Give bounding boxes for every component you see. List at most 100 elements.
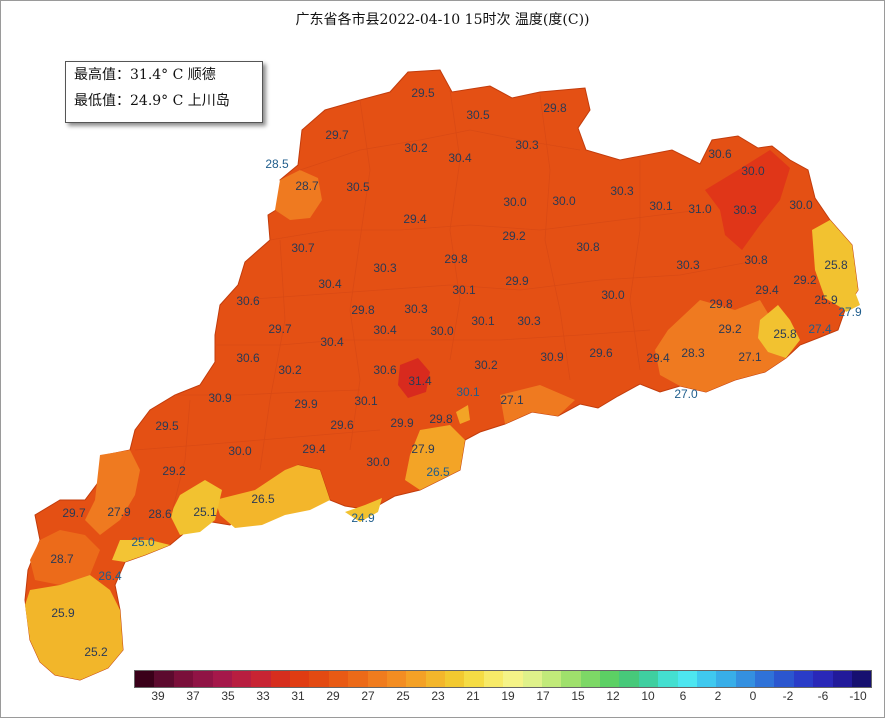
station-label: 28.3 — [681, 346, 705, 360]
station-label: 29.8 — [709, 297, 733, 311]
station-label: 30.1 — [456, 385, 480, 399]
legend-tick-label: -2 — [782, 689, 794, 703]
station-label: 30.4 — [318, 277, 342, 291]
station-label: 24.9 — [351, 511, 375, 525]
region-warm-west — [85, 450, 140, 535]
legend-swatch — [755, 671, 775, 687]
station-label: 29.7 — [268, 322, 292, 336]
station-label: 30.6 — [708, 147, 732, 161]
station-label: 25.8 — [773, 327, 797, 341]
legend-swatch — [832, 671, 852, 687]
station-label: 30.3 — [676, 258, 700, 272]
station-label: 30.3 — [610, 184, 634, 198]
station-label: 30.4 — [320, 335, 344, 349]
legend-swatch — [290, 671, 310, 687]
station-label: 29.9 — [390, 416, 414, 430]
legend-tick-label: 10 — [641, 689, 655, 703]
station-label: 30.4 — [373, 323, 397, 337]
legend-swatch — [658, 671, 678, 687]
station-label: 29.8 — [444, 252, 468, 266]
hotspot-chaozhou — [705, 150, 790, 250]
station-label: 27.4 — [808, 322, 832, 336]
legend-swatch — [154, 671, 174, 687]
station-label: 29.8 — [429, 412, 453, 426]
extremes-box: 最高值：31.4° C 顺德 最低值：24.9° C 上川岛 — [65, 61, 263, 123]
map-title: 广东省各市县2022-04-10 15时次 温度(度(C)) — [295, 12, 590, 28]
station-label: 30.6 — [236, 351, 260, 365]
region-gold-east-coast — [812, 220, 858, 310]
legend-swatch — [406, 671, 426, 687]
island-east — [838, 292, 860, 312]
county-boundaries — [134, 89, 761, 521]
legend-swatch — [231, 671, 252, 687]
legend-swatch — [638, 671, 659, 687]
legend-tick-label: 39 — [151, 689, 165, 703]
legend-tick-label: 19 — [501, 689, 515, 703]
station-label: 27.1 — [500, 393, 524, 407]
station-label: 29.5 — [155, 419, 179, 433]
station-label: 29.2 — [793, 273, 817, 287]
max-value-line: 最高值：31.4° C 顺德 — [74, 67, 216, 83]
legend-swatch — [851, 671, 872, 687]
region-gold-yangjiang — [215, 465, 330, 528]
legend-swatch — [483, 671, 504, 687]
station-label: 30.3 — [404, 302, 428, 316]
region-gold-maoming — [170, 480, 222, 535]
station-label: 26.5 — [251, 492, 275, 506]
legend-swatch — [580, 671, 600, 687]
legend-tick-label: 31 — [291, 689, 305, 703]
station-label: 29.4 — [755, 283, 779, 297]
station-label: 30.8 — [576, 240, 600, 254]
station-label: 29.2 — [718, 322, 742, 336]
legend-tick-label: 6 — [679, 689, 687, 703]
station-label: 30.1 — [649, 199, 673, 213]
legend-swatch — [619, 671, 639, 687]
legend-tick-label: 0 — [749, 689, 757, 703]
station-label: 30.2 — [278, 363, 302, 377]
station-label: 30.0 — [601, 288, 625, 302]
legend-swatch — [522, 671, 542, 687]
legend-tick-label: 33 — [256, 689, 270, 703]
region-warm-east — [655, 300, 790, 392]
legend-swatch — [561, 671, 581, 687]
legend-swatch — [445, 671, 465, 687]
station-label: 30.8 — [744, 253, 768, 267]
legend-swatch — [735, 671, 755, 687]
station-label: 29.9 — [294, 397, 318, 411]
station-label: 30.2 — [404, 141, 428, 155]
legend-tick-label: 2 — [714, 689, 722, 703]
station-label: 29.7 — [325, 128, 349, 142]
station-label: 28.7 — [50, 552, 74, 566]
station-label: 30.5 — [346, 180, 370, 194]
station-label: 28.5 — [265, 157, 289, 171]
legend-swatch — [348, 671, 368, 687]
legend-tick-label: 15 — [571, 689, 585, 703]
station-label: 30.5 — [466, 108, 490, 122]
legend-swatch — [774, 671, 794, 687]
station-label: 30.0 — [366, 455, 390, 469]
station-label: 30.3 — [515, 138, 539, 152]
min-value-line: 最低值：24.9° C 上川岛 — [74, 93, 230, 109]
legend-tick-label: 23 — [431, 689, 445, 703]
station-label: 30.3 — [373, 261, 397, 275]
station-label: 30.9 — [540, 350, 564, 364]
station-label: 28.6 — [148, 507, 172, 521]
color-legend-ticks: 39 37 35 33 31 29 27 25 23 21 19 17 15 12 10 6 2 0 -2 -6 -10 — [134, 689, 870, 705]
station-label: 27.9 — [838, 305, 862, 319]
legend-tick-label: -6 — [817, 689, 829, 703]
station-label: 30.2 — [474, 358, 498, 372]
legend-tick-label: 21 — [466, 689, 480, 703]
legend-swatch — [212, 671, 232, 687]
station-label: 30.3 — [733, 203, 757, 217]
station-label: 28.7 — [295, 179, 319, 193]
station-labels: 29.5 30.5 29.8 29.7 30.2 30.4 30.3 28.5 28.7 30.5… — [50, 86, 862, 659]
station-label: 29.4 — [302, 442, 326, 456]
region-warm-coast — [500, 385, 575, 424]
station-label: 30.6 — [373, 363, 397, 377]
legend-tick-label: 27 — [361, 689, 375, 703]
legend-tick-label: 25 — [396, 689, 410, 703]
legend-swatch — [328, 671, 349, 687]
island-pearl — [456, 405, 470, 424]
station-label: 30.0 — [228, 444, 252, 458]
